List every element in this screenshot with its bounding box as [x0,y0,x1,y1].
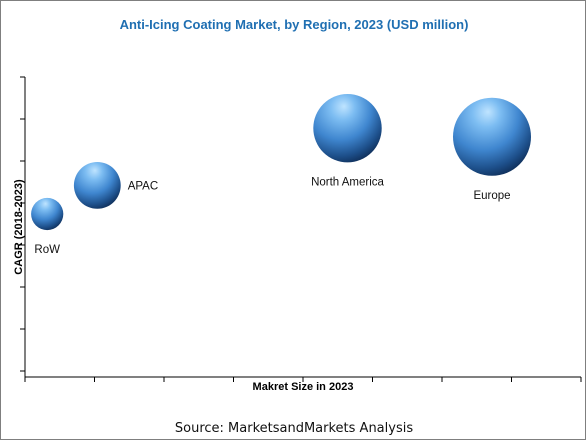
bubble-label: Europe [473,190,510,202]
source-note: Source: MarketsandMarkets Analysis [175,421,413,436]
y-axis-title: CAGR (2018-2023) [13,179,25,275]
bubble-label: RoW [34,244,60,256]
bubble-label: APAC [128,180,158,192]
bubble-series: RoW APAC North America Europe [31,94,531,256]
axes [20,76,582,382]
y-axis-ticks [20,76,25,372]
x-axis-ticks [24,377,582,382]
x-axis-title: Makret Size in 2023 [253,381,354,393]
chart-title: Anti-Icing Coating Market, by Region, 20… [120,17,469,32]
bubble-label: North America [311,176,384,188]
bubble-apac [73,162,121,209]
bubble-north-america [313,94,382,163]
bubble-row [31,197,64,231]
bubble-europe [453,97,531,176]
